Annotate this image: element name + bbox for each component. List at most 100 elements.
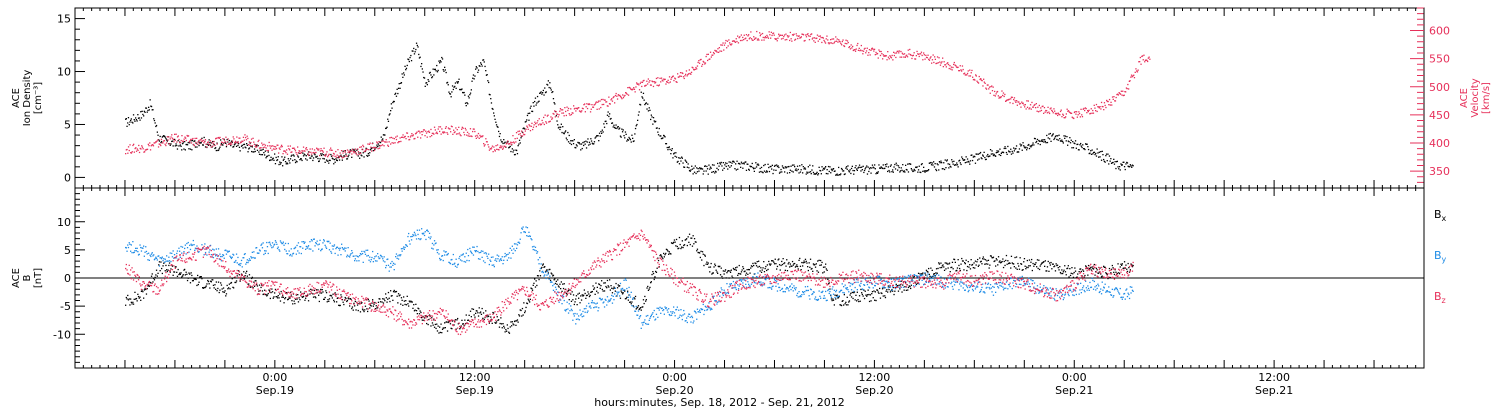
data-point <box>717 48 719 50</box>
data-point <box>1085 143 1087 145</box>
data-point <box>623 135 625 137</box>
data-point <box>930 164 933 166</box>
data-point <box>956 164 959 166</box>
data-point <box>855 165 857 167</box>
data-point <box>616 287 619 289</box>
data-point <box>158 264 160 266</box>
data-point <box>194 278 196 280</box>
data-point <box>286 162 288 164</box>
data-point <box>264 293 266 296</box>
data-point <box>324 161 326 163</box>
data-point <box>741 39 743 42</box>
data-point <box>1094 274 1096 276</box>
data-point <box>856 169 858 171</box>
data-point <box>488 146 490 148</box>
data-point <box>414 133 417 135</box>
data-point <box>350 298 352 300</box>
data-point <box>296 298 298 300</box>
data-point <box>974 156 976 158</box>
data-point <box>346 158 349 160</box>
data-point <box>1095 152 1097 155</box>
data-point <box>801 261 803 264</box>
data-point <box>573 105 575 107</box>
data-point <box>650 118 652 121</box>
data-point <box>500 323 503 325</box>
data-point <box>752 166 754 169</box>
data-point <box>515 324 517 326</box>
data-point <box>742 162 745 164</box>
data-point <box>708 164 710 166</box>
data-point <box>843 294 845 296</box>
data-point <box>956 267 959 269</box>
data-point <box>143 297 145 299</box>
data-point <box>1110 158 1112 160</box>
data-point <box>456 319 458 321</box>
data-point <box>655 77 658 80</box>
data-point <box>312 293 314 295</box>
data-point <box>637 306 639 308</box>
data-point <box>572 143 575 145</box>
data-point <box>311 240 313 242</box>
data-point <box>599 287 601 289</box>
data-point <box>194 137 196 140</box>
data-point <box>918 55 920 58</box>
data-point <box>387 258 389 260</box>
data-point <box>936 56 939 58</box>
data-point <box>1094 153 1096 156</box>
data-point <box>827 39 829 41</box>
data-point <box>843 170 845 172</box>
data-point <box>686 161 688 163</box>
data-point <box>588 306 591 308</box>
data-point <box>199 276 201 278</box>
data-point <box>999 97 1002 99</box>
data-point <box>1108 104 1110 106</box>
data-point <box>662 258 664 260</box>
data-point <box>1078 271 1080 273</box>
data-point <box>993 260 995 263</box>
data-point <box>854 167 856 169</box>
data-point <box>663 78 666 81</box>
data-point <box>1129 269 1131 271</box>
data-point <box>863 297 866 300</box>
data-point <box>394 142 396 144</box>
data-point <box>499 133 501 135</box>
data-point <box>390 103 392 105</box>
data-point <box>345 247 347 249</box>
data-point <box>502 323 504 325</box>
data-point <box>708 58 710 60</box>
data-point <box>802 265 804 267</box>
data-point <box>257 140 259 143</box>
data-point <box>968 266 970 268</box>
data-point <box>491 322 493 324</box>
data-point <box>932 54 934 56</box>
data-point <box>922 272 924 274</box>
data-point <box>984 82 986 84</box>
data-point <box>320 148 322 150</box>
data-point <box>551 118 553 120</box>
data-point <box>449 320 451 322</box>
data-point <box>785 265 787 267</box>
data-point <box>460 135 462 137</box>
data-point <box>692 67 694 69</box>
data-point <box>337 297 339 299</box>
data-point <box>632 88 634 90</box>
data-point <box>872 297 874 299</box>
data-point <box>410 300 412 302</box>
data-point <box>254 150 256 153</box>
data-point <box>134 147 136 150</box>
data-point <box>887 51 889 53</box>
data-point <box>415 48 417 51</box>
data-point <box>912 54 914 56</box>
data-point <box>693 69 696 71</box>
data-point <box>637 305 640 307</box>
data-point <box>467 248 469 251</box>
data-point <box>551 281 553 283</box>
data-point <box>848 171 851 173</box>
data-point <box>1128 271 1131 273</box>
data-point <box>280 162 282 164</box>
y-tick-label: 0 <box>64 272 71 285</box>
data-point <box>770 165 772 168</box>
data-point <box>269 297 271 300</box>
data-point <box>464 127 466 130</box>
data-point <box>605 101 607 103</box>
